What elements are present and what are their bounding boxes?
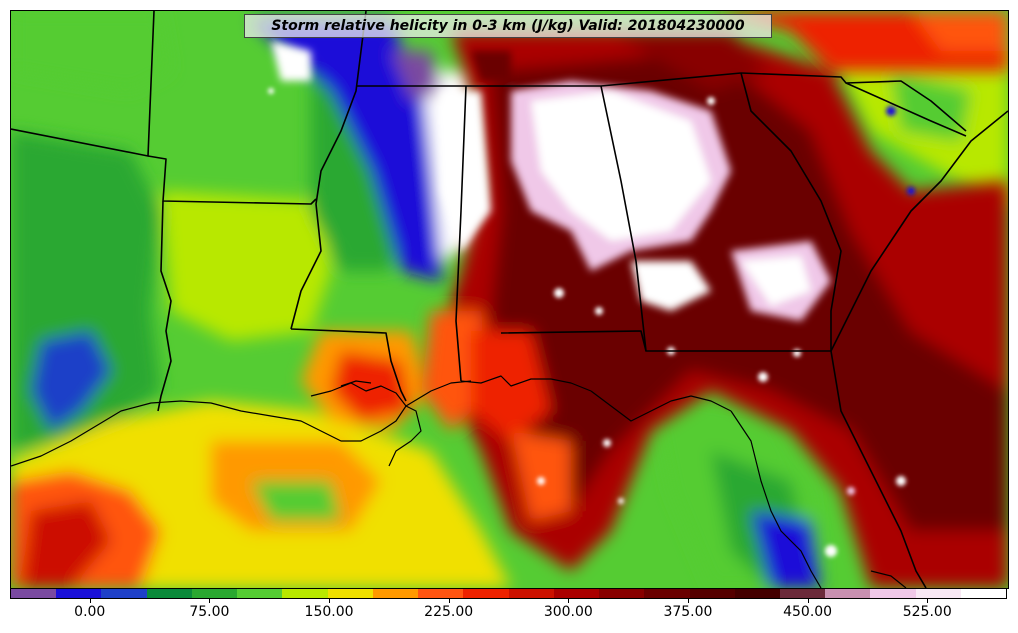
colorbar-tick-mark (448, 599, 450, 603)
colorbar-swatch (553, 589, 600, 598)
colorbar-tick-label: 375.00 (663, 604, 713, 620)
colorbar-tick-label: 525.00 (902, 604, 952, 620)
colorbar-tick-mark (568, 599, 570, 603)
colorbar-tick-mark (687, 599, 689, 603)
map-title: Storm relative helicity in 0-3 km (J/kg)… (244, 14, 772, 38)
colorbar-tick-label: 75.00 (189, 604, 230, 620)
helicity-map (11, 11, 1008, 588)
colorbar-tick-mark (927, 599, 929, 603)
colorbar-swatch (689, 589, 735, 598)
colorbar-swatch (372, 589, 419, 598)
colorbar-swatch (237, 589, 283, 598)
colorbar-swatch (870, 589, 916, 598)
colorbar-swatch (779, 589, 826, 598)
colorbar-swatch (146, 589, 192, 598)
colorbar-swatch (644, 589, 690, 598)
colorbar-swatch (327, 589, 373, 598)
colorbar-tick-label: 300.00 (543, 604, 593, 620)
colorbar-swatch (508, 589, 554, 598)
field-peak-values (271, 41, 831, 321)
state-borders (11, 11, 1008, 588)
colorbar-swatch (734, 589, 780, 598)
colorbar-tick-label: 0.00 (74, 604, 106, 620)
colorbar-tick-mark (89, 599, 91, 603)
colorbar-tick-label: 150.00 (304, 604, 354, 620)
colorbar-tick-mark (807, 599, 809, 603)
colorbar-swatch (463, 589, 509, 598)
map-panel (10, 10, 1009, 589)
coastline (11, 375, 907, 588)
colorbar-swatch (11, 589, 57, 598)
colorbar-swatch (282, 589, 328, 598)
colorbar-swatch (599, 589, 645, 598)
colorbar-tick-mark (329, 599, 331, 603)
colorbar-tick-label: 225.00 (424, 604, 474, 620)
colorbar-swatch (915, 589, 961, 598)
colorbar-swatch (825, 589, 871, 598)
colorbar-swatch (418, 589, 464, 598)
colorbar-tick-label: 450.00 (783, 604, 833, 620)
colorbar-tick-mark (209, 599, 211, 603)
colorbar-swatch (101, 589, 147, 598)
colorbar-swatch (191, 589, 238, 598)
colorbar-swatch (56, 589, 102, 598)
colorbar (10, 588, 1007, 599)
colorbar-swatch (960, 589, 1007, 598)
